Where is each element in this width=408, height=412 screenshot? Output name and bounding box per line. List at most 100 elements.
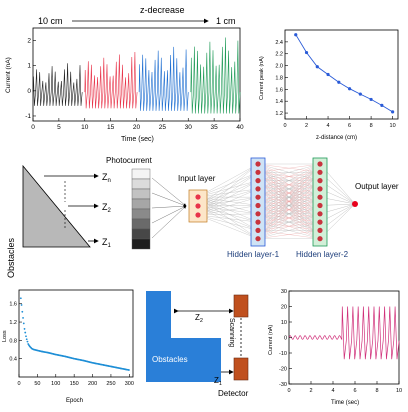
panel-b-ylabel: Current peak (nA) — [259, 56, 265, 100]
input-layer-label: Input layer — [178, 174, 216, 183]
panel-d-plot — [19, 297, 130, 371]
z2-label: Z2 — [102, 202, 112, 214]
panel-f-ylabel: Current (nA) — [268, 325, 274, 355]
conn-h1-h2 — [257, 197, 321, 239]
conn-h1-h2 — [257, 221, 321, 239]
xtick-label: 100 — [51, 381, 60, 387]
xtick-label: 250 — [106, 381, 115, 387]
panel-a-ylabel: Current (nA) — [5, 57, 12, 93]
conn-h1-h2 — [257, 230, 321, 239]
ytick-label: -1 — [25, 113, 31, 120]
conn-in-h1 — [197, 214, 259, 223]
loss-point — [128, 369, 130, 371]
loss-point — [22, 322, 25, 325]
conn-in-h1 — [197, 205, 259, 223]
trace-segment-1 — [32, 63, 83, 106]
loss-point — [25, 335, 27, 338]
xtick-label: 0 — [287, 388, 290, 394]
panel-d-loss-chart: 0.4 0.8 1.2 1.6 0 50 100 150 200 250 300 Loss Epo… — [2, 289, 134, 404]
ytick-label: 2.4 — [275, 40, 283, 46]
input-node — [195, 194, 201, 200]
detector-top — [233, 294, 249, 318]
panel-f-xticks: 0 2 4 6 8 10 — [287, 381, 402, 394]
loss-point — [21, 310, 24, 313]
ytick-label: 0 — [284, 336, 287, 342]
loss-point — [23, 328, 26, 330]
ytick-label: 1.2 — [9, 320, 17, 326]
loss-point — [20, 304, 23, 306]
panel-d-ylabel: Loss — [2, 330, 8, 342]
conn-in-h1 — [197, 188, 259, 198]
xtick-label: 6 — [348, 123, 351, 129]
xtick-label: 6 — [353, 388, 356, 394]
xtick-label: 2 — [305, 123, 308, 129]
loss-point — [26, 340, 29, 343]
conn-h1-h2 — [257, 205, 321, 239]
ytick-label: 30 — [281, 289, 287, 295]
panel-e-scanning-diagram: Obstacles Scanning Z2 Z1 Detector — [146, 291, 249, 398]
panel-d-xticks: 0 50 100 150 200 250 300 — [17, 374, 134, 387]
ytick-label: 0.4 — [9, 357, 17, 363]
xtick-label: 150 — [70, 381, 79, 387]
panel-a-xticks: 0 5 10 15 20 25 30 35 40 — [31, 118, 244, 131]
xtick-label: 5 — [57, 124, 61, 131]
conn-in-h1 — [197, 196, 259, 239]
conn-in-h1 — [197, 197, 259, 216]
conn-in-h1 — [197, 213, 259, 216]
grayscale-cell — [131, 218, 151, 230]
conn-in-h1 — [197, 163, 259, 207]
grayscale-cell — [131, 168, 151, 180]
obstacles-shape — [146, 291, 221, 382]
hidden2-node — [317, 178, 323, 184]
xtick-label: 0 — [283, 123, 286, 129]
conn-in-h1 — [197, 196, 259, 206]
panel-b-yticks: 1.2 1.4 1.6 1.8 2.0 2.2 2.4 — [275, 40, 288, 117]
panel-a-yticks: 2 1 0 -1 — [25, 38, 36, 120]
hidden1-node — [255, 227, 261, 233]
xtick-label: 20 — [133, 124, 141, 131]
conn-h1-h2 — [257, 163, 321, 214]
z2-e-label: Z2 — [195, 313, 203, 324]
peak-point — [337, 80, 341, 84]
panel-f-xlabel: Time (sec) — [331, 400, 359, 406]
ytick-label: -30 — [279, 382, 287, 388]
peak-point — [347, 87, 352, 91]
hidden1-node — [255, 169, 261, 175]
ytick-label: 20 — [281, 305, 287, 311]
xtick-label: 10 — [81, 124, 89, 131]
xtick-label: 300 — [125, 381, 134, 387]
peak-point — [369, 97, 373, 102]
hidden1-node — [255, 236, 261, 242]
xtick-label: 50 — [34, 381, 40, 387]
panel-b-peak-vs-distance-chart: 1.2 1.4 1.6 1.8 2.0 2.2 2.4 0 2 4 6 8 10 Current pe… — [259, 29, 399, 141]
xtick-label: 8 — [370, 123, 373, 129]
peak-point — [358, 92, 362, 96]
conn-h1-h2 — [257, 172, 321, 239]
panel-d-yticks: 0.4 0.8 1.2 1.6 — [9, 302, 22, 363]
ytick-label: 10 — [281, 320, 287, 326]
trace-segment-4 — [190, 37, 241, 114]
xtick-label: 35 — [211, 124, 219, 131]
panel-b-xlabel: z-distance (cm) — [316, 135, 357, 141]
hidden1-node — [255, 202, 261, 209]
loss-point — [19, 297, 22, 300]
xtick-label: 15 — [107, 124, 115, 131]
panel-b-xticks: 0 2 4 6 8 10 — [283, 116, 396, 129]
peak-point — [304, 50, 309, 55]
panel-d-frame — [18, 289, 134, 378]
trace-segment-3 — [138, 46, 189, 111]
panel-c-network-diagram: Obstacles Zn Z2 Z1 Photocurrent Input la… — [6, 156, 399, 278]
xtick-label: 200 — [88, 381, 97, 387]
panel-f-plot — [288, 306, 400, 360]
panel-e-obstacles-label: Obstacles — [152, 355, 188, 364]
scanning-label: Scanning — [228, 318, 235, 347]
hidden2-node — [317, 169, 323, 175]
output-layer-label: Output layer — [355, 182, 399, 191]
peak-point — [380, 103, 384, 107]
hidden2-node — [317, 202, 323, 209]
peak-point — [315, 65, 319, 69]
peak-point — [391, 110, 395, 114]
hidden1-node — [255, 161, 261, 167]
bar-to-input-arrow — [151, 177, 187, 207]
bar-to-input-arrow — [151, 205, 187, 224]
